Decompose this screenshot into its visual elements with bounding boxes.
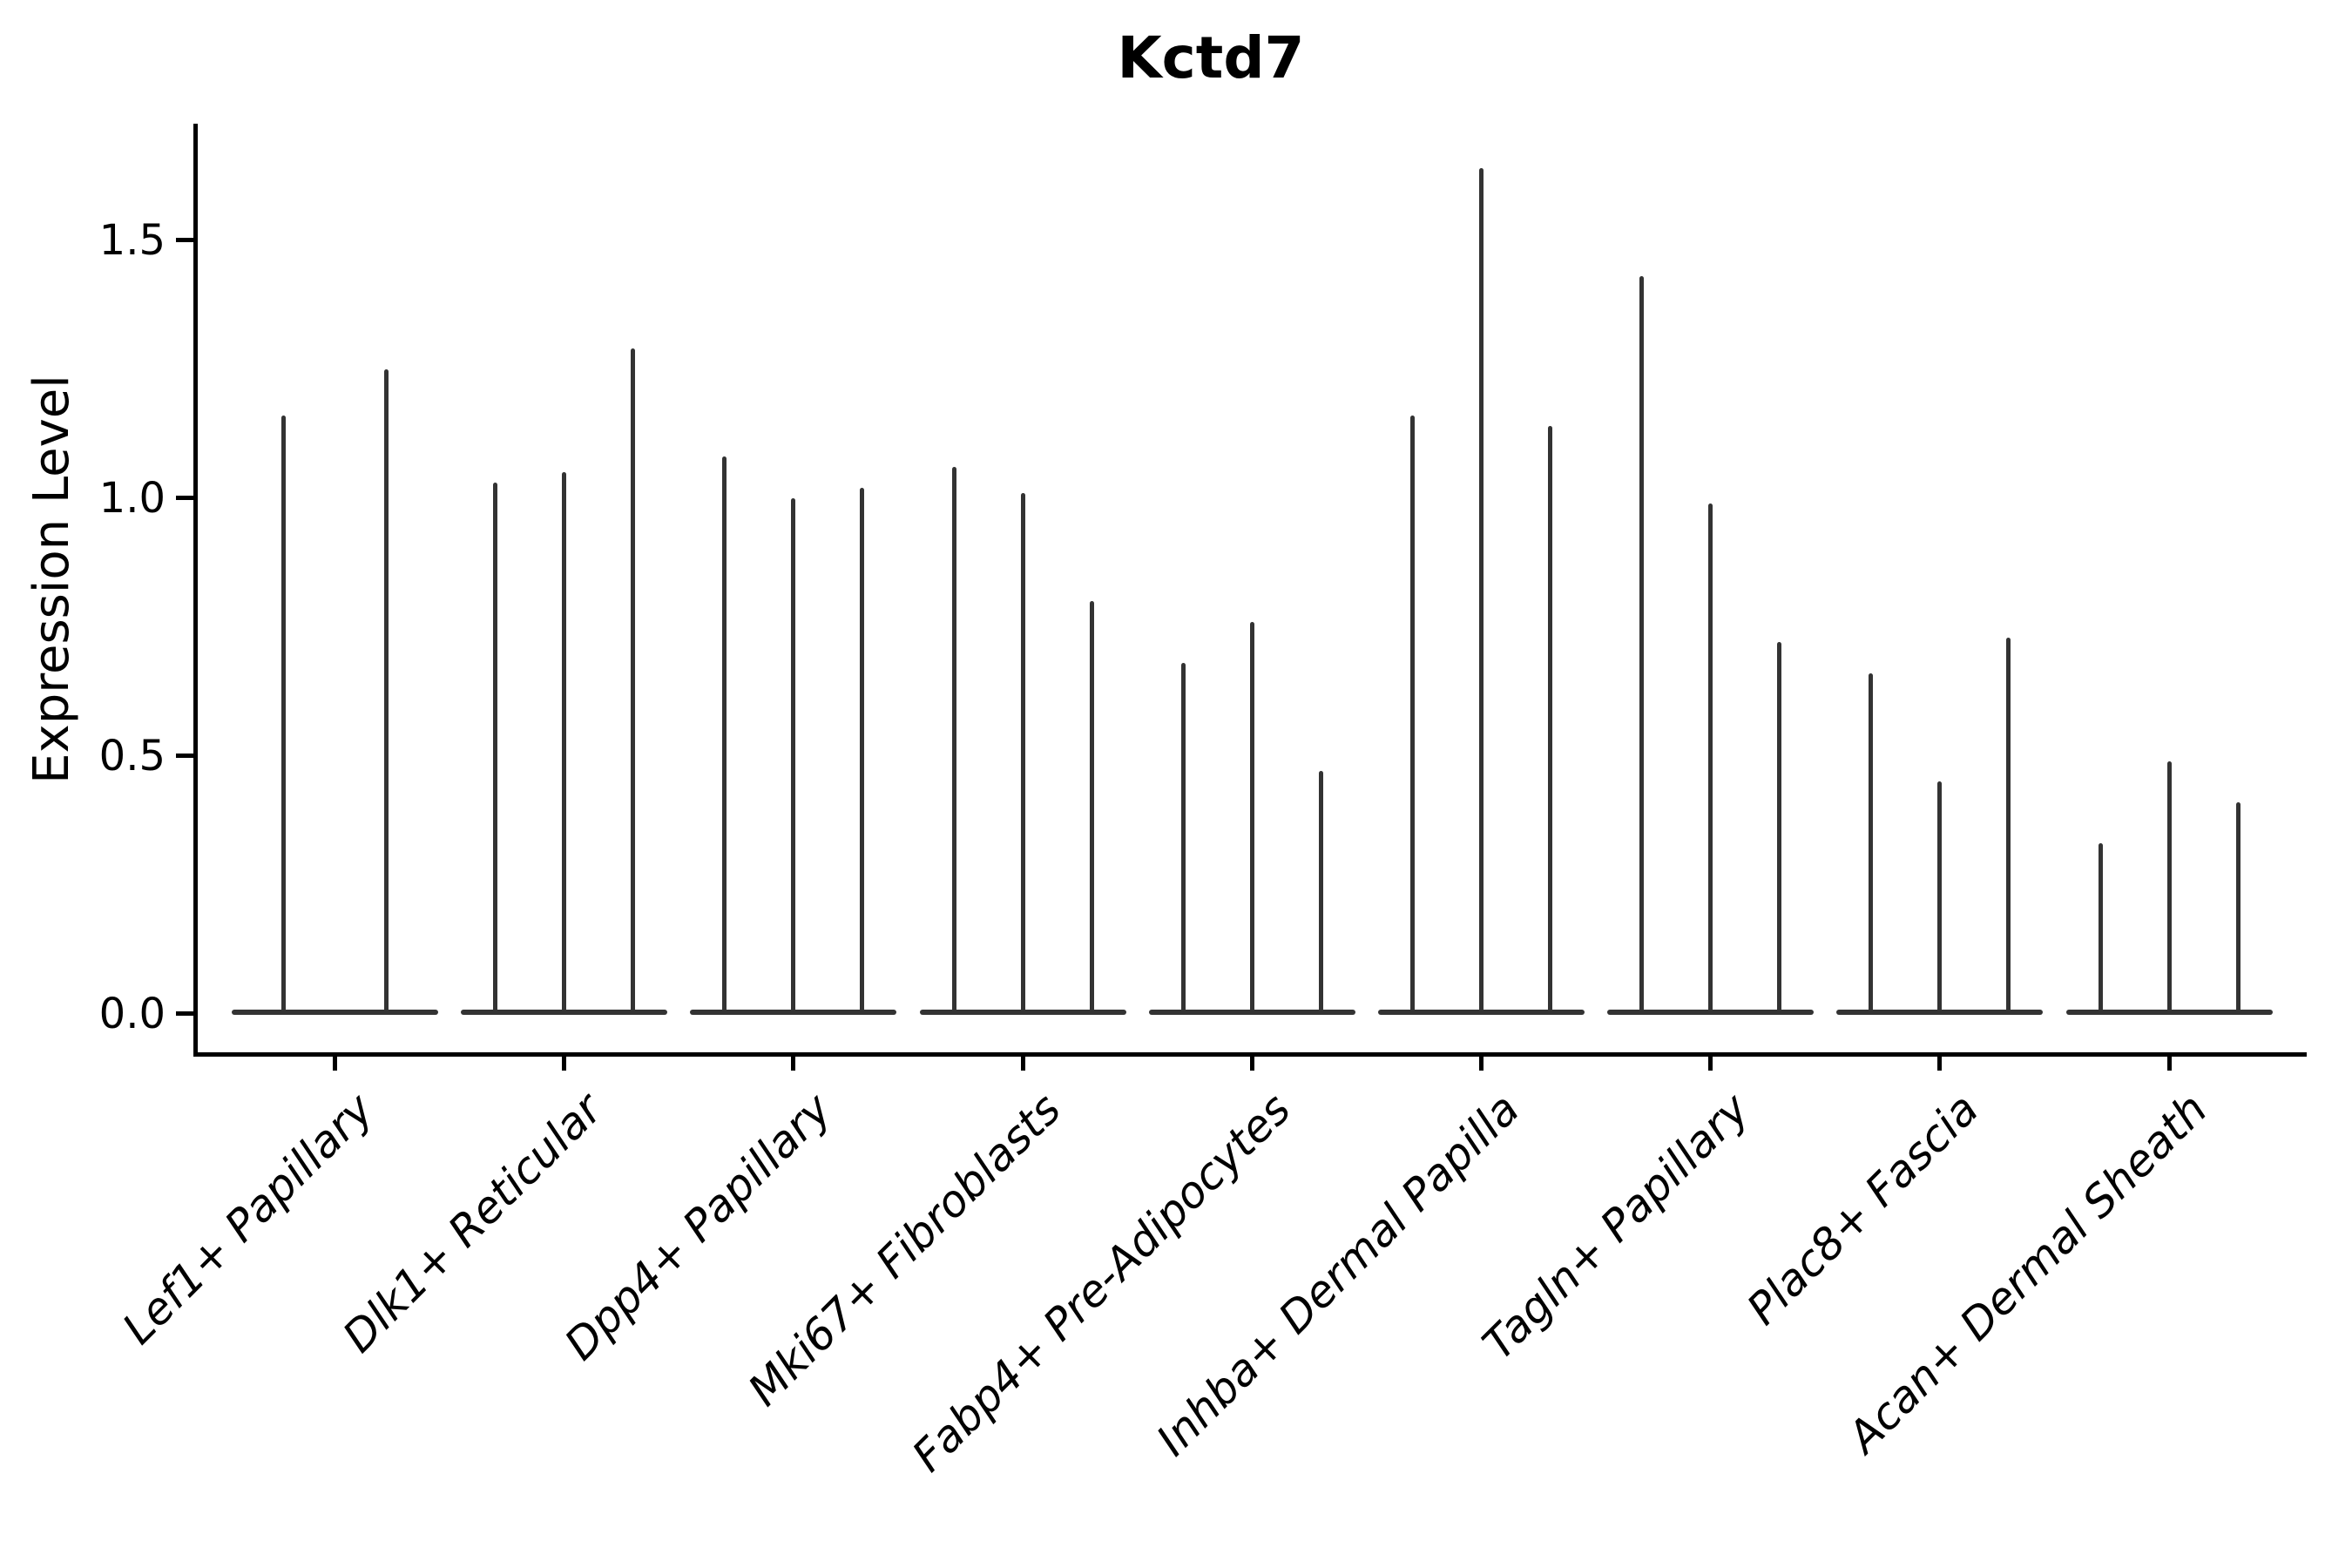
violin-base-lef1-papillary	[232, 1010, 438, 1015]
x-tick-label-inhba-dermal-papilla: Inhba+ Dermal Papilla	[1147, 1084, 1530, 1466]
y-tick	[176, 754, 193, 759]
x-tick-label-lef1-papillary: Lef1+ Papillary	[112, 1084, 383, 1355]
violin-spike-acan-dermal-sheath-2	[2166, 760, 2172, 1015]
violin-spike-mki67-fibroblasts-2	[1020, 492, 1025, 1015]
x-axis-spine	[193, 1052, 2307, 1057]
violin-spike-inhba-dermal-papilla-2	[1479, 167, 1484, 1015]
x-tick-label-plac8-fascia: Plac8+ Fascia	[1736, 1084, 1988, 1335]
y-axis-spine	[193, 124, 198, 1057]
y-tick-label: 0.5	[98, 731, 166, 781]
violin-spike-inhba-dermal-papilla-1	[1410, 415, 1415, 1015]
violin-spike-tagln-papillary-1	[1639, 276, 1645, 1015]
x-tick-mki67-fibroblasts	[1020, 1057, 1025, 1071]
y-tick	[176, 238, 193, 243]
violin-spike-tagln-papillary-3	[1777, 642, 1782, 1015]
violin-spike-mki67-fibroblasts-3	[1089, 601, 1094, 1015]
y-tick	[176, 1011, 193, 1017]
violin-spike-fabp4-pre-adipocytes-2	[1249, 621, 1254, 1015]
x-tick-acan-dermal-sheath	[2166, 1057, 2172, 1071]
y-tick	[176, 496, 193, 501]
violin-spike-fabp4-pre-adipocytes-1	[1180, 663, 1186, 1015]
violin-spike-inhba-dermal-papilla-3	[1548, 425, 1552, 1015]
violin-spike-dlk1-reticular-3	[631, 348, 636, 1015]
violin-spike-plac8-fascia-3	[2006, 637, 2011, 1015]
violin-spike-dlk1-reticular-2	[562, 472, 567, 1015]
violin-spike-acan-dermal-sheath-3	[2235, 801, 2240, 1015]
violin-spike-plac8-fascia-2	[1937, 781, 1943, 1015]
violin-spike-plac8-fascia-1	[1869, 672, 1874, 1015]
violin-spike-acan-dermal-sheath-1	[2098, 843, 2103, 1015]
violin-spike-dpp4-papillary-2	[791, 497, 796, 1015]
violin-spike-tagln-papillary-2	[1708, 503, 1713, 1015]
violin-spike-dpp4-papillary-1	[722, 456, 727, 1015]
x-tick-label-fabp4-pre-adipocytes: Fabp4+ Pre-Adipocytes	[902, 1084, 1301, 1482]
y-tick-label: 0.0	[98, 989, 166, 1038]
x-tick-plac8-fascia	[1937, 1057, 1943, 1071]
x-tick-inhba-dermal-papilla	[1479, 1057, 1484, 1071]
y-tick-label: 1.0	[98, 473, 166, 523]
violin-spike-dlk1-reticular-1	[493, 482, 498, 1015]
x-tick-fabp4-pre-adipocytes	[1249, 1057, 1254, 1071]
x-tick-dlk1-reticular	[562, 1057, 567, 1071]
violin-spike-fabp4-pre-adipocytes-3	[1318, 771, 1323, 1015]
violin-spike-lef1-papillary-2	[384, 368, 389, 1015]
x-tick-dpp4-papillary	[791, 1057, 796, 1071]
x-tick-tagln-papillary	[1708, 1057, 1713, 1071]
violin-spike-lef1-papillary-1	[281, 415, 286, 1015]
y-tick-label: 1.5	[98, 215, 166, 265]
violin-spike-mki67-fibroblasts-1	[951, 467, 956, 1015]
violin-spike-dpp4-papillary-3	[860, 487, 865, 1015]
chart-title: Kctd7	[1117, 24, 1305, 91]
x-tick-lef1-papillary	[333, 1057, 337, 1071]
